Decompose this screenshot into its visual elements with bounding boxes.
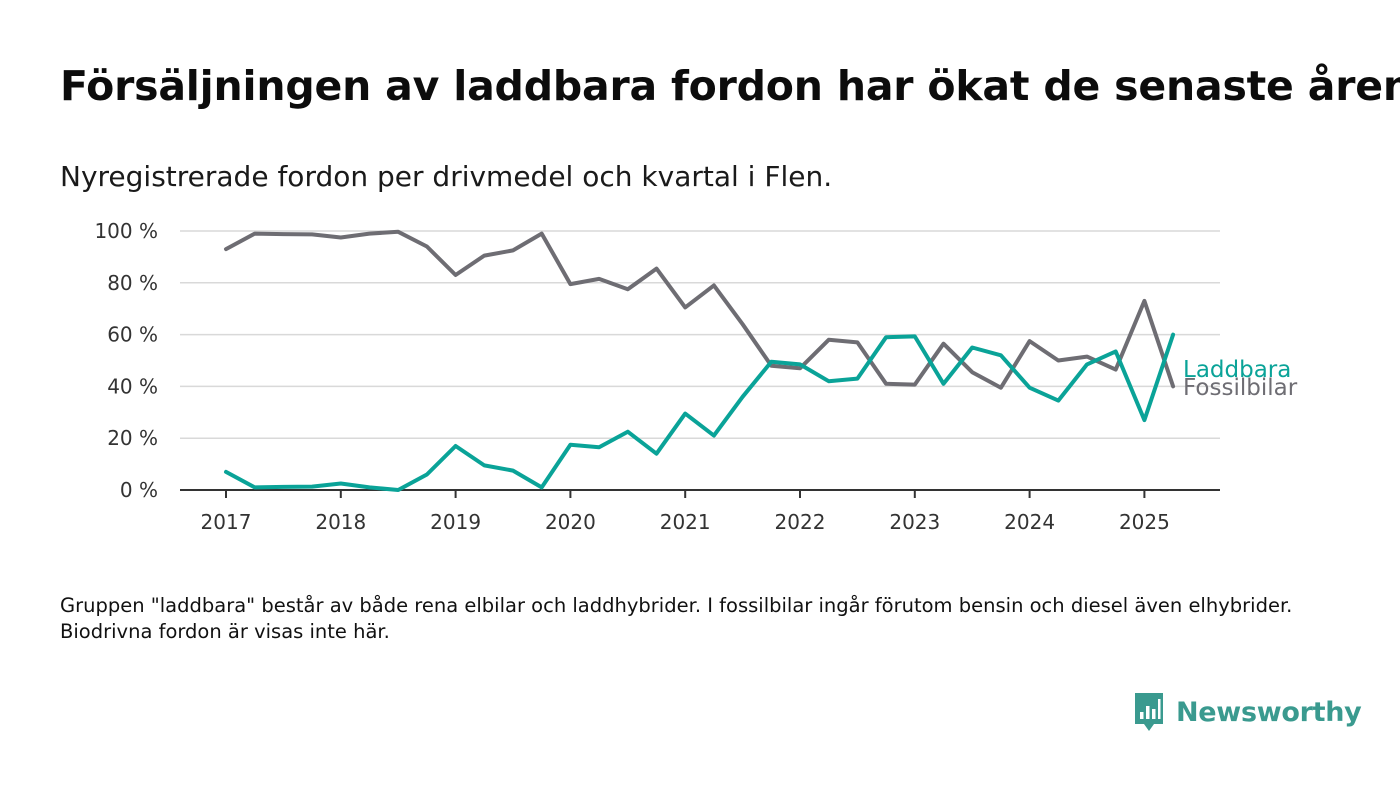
footnote: Gruppen "laddbara" består av både rena e… bbox=[60, 594, 1293, 643]
line-chart: 0 % 20 % 40 % 60 % 80 % 100 % 2017 2018 2019 2020… bbox=[94, 219, 1298, 534]
axes: 0 % 20 % 40 % 60 % 80 % 100 % 2017 2018 2019 2020… bbox=[94, 219, 1220, 534]
chart-subtitle: Nyregistrerade fordon per drivmedel och … bbox=[60, 160, 833, 193]
y-tick-label: 40 % bbox=[107, 374, 158, 398]
x-tick-label: 2021 bbox=[660, 510, 711, 534]
series-line-fossil bbox=[224, 229, 1176, 390]
y-tick-label: 60 % bbox=[107, 323, 158, 347]
y-tick-label: 0 % bbox=[120, 478, 158, 502]
series-label-laddbara: Laddbara bbox=[1183, 357, 1291, 383]
brand-name: Newsworthy bbox=[1176, 696, 1362, 728]
newsworthy-logo-icon bbox=[1135, 693, 1163, 731]
x-tick-label: 2022 bbox=[775, 510, 826, 534]
x-tick-label: 2017 bbox=[201, 510, 252, 534]
x-tick-label: 2024 bbox=[1004, 510, 1055, 534]
brand-logo: Newsworthy bbox=[1132, 690, 1362, 734]
series-line-laddbara bbox=[224, 332, 1176, 492]
series-label-fossil: Fossilbilar bbox=[1183, 375, 1298, 401]
x-tick-label: 2019 bbox=[430, 510, 481, 534]
y-tick-label: 100 % bbox=[94, 219, 158, 243]
chart-title: Försäljningen av laddbara fordon har öka… bbox=[60, 62, 1400, 110]
y-tick-label: 20 % bbox=[107, 426, 158, 450]
x-tick-label: 2020 bbox=[545, 510, 596, 534]
x-tick-label: 2018 bbox=[315, 510, 366, 534]
series-lines bbox=[224, 229, 1176, 492]
y-tick-label: 80 % bbox=[107, 271, 158, 295]
x-tick-label: 2023 bbox=[889, 510, 940, 534]
gridlines bbox=[180, 230, 1220, 439]
x-tick-label: 2025 bbox=[1119, 510, 1170, 534]
